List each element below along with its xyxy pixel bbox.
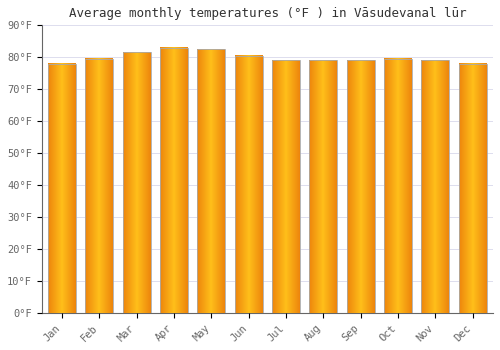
Bar <box>384 59 412 313</box>
Bar <box>48 64 76 313</box>
Bar <box>234 56 262 313</box>
Bar <box>421 61 449 313</box>
Bar <box>272 61 300 313</box>
Title: Average monthly temperatures (°F ) in Vāsudevanal lūr: Average monthly temperatures (°F ) in Vā… <box>68 7 466 20</box>
Bar <box>458 64 486 313</box>
Bar <box>310 61 338 313</box>
Bar <box>198 49 226 313</box>
Bar <box>86 59 114 313</box>
Bar <box>123 52 151 313</box>
Bar <box>160 48 188 313</box>
Bar <box>346 61 374 313</box>
